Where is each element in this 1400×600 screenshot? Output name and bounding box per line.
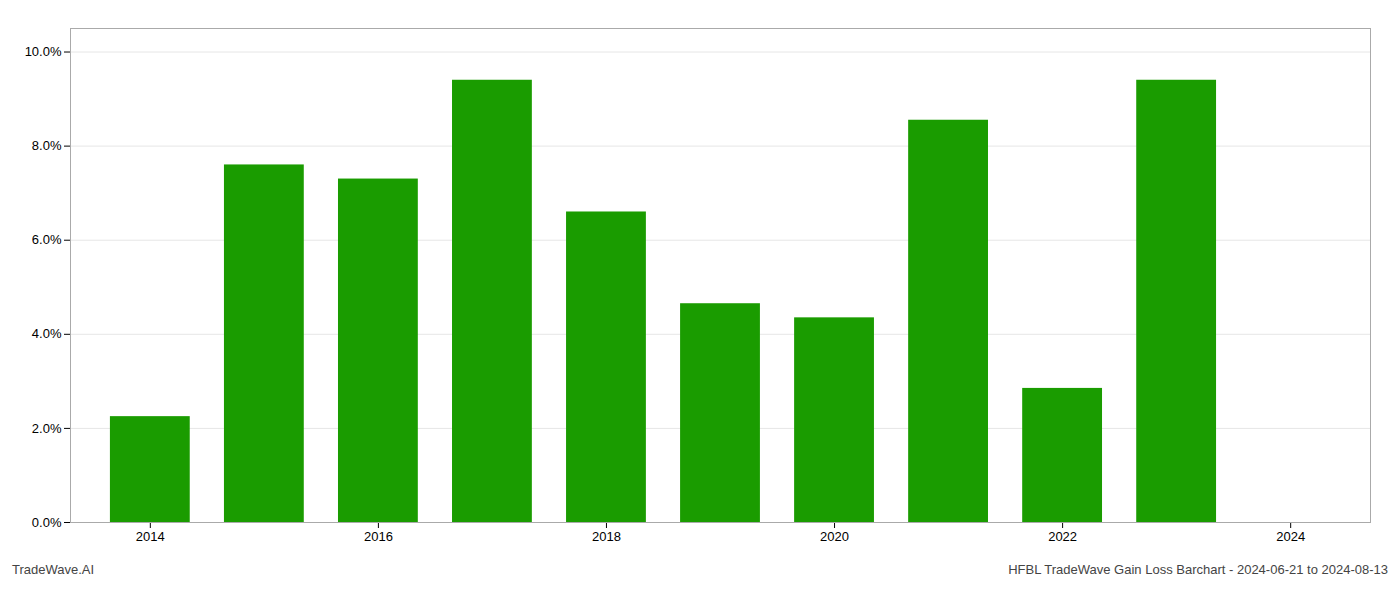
svg-text:2024: 2024 <box>1276 529 1305 544</box>
svg-text:0.0%: 0.0% <box>32 515 62 530</box>
svg-text:2022: 2022 <box>1048 529 1077 544</box>
svg-text:2.0%: 2.0% <box>32 421 62 436</box>
svg-text:6.0%: 6.0% <box>32 232 62 247</box>
html-text:TradeWave.AI: TradeWave.AI <box>12 562 95 577</box>
svg-text:2020: 2020 <box>820 529 849 544</box>
svg-text:2014: 2014 <box>136 529 165 544</box>
html-text:HFBL TradeWave Gain Loss Barch: HFBL TradeWave Gain Loss Barchart - 2024… <box>1008 562 1388 577</box>
svg-text:10.0%: 10.0% <box>25 44 62 59</box>
svg-text:2016: 2016 <box>364 529 393 544</box>
svg-text:4.0%: 4.0% <box>32 326 62 341</box>
svg-text:2018: 2018 <box>592 529 621 544</box>
svg-text:8.0%: 8.0% <box>32 138 62 153</box>
